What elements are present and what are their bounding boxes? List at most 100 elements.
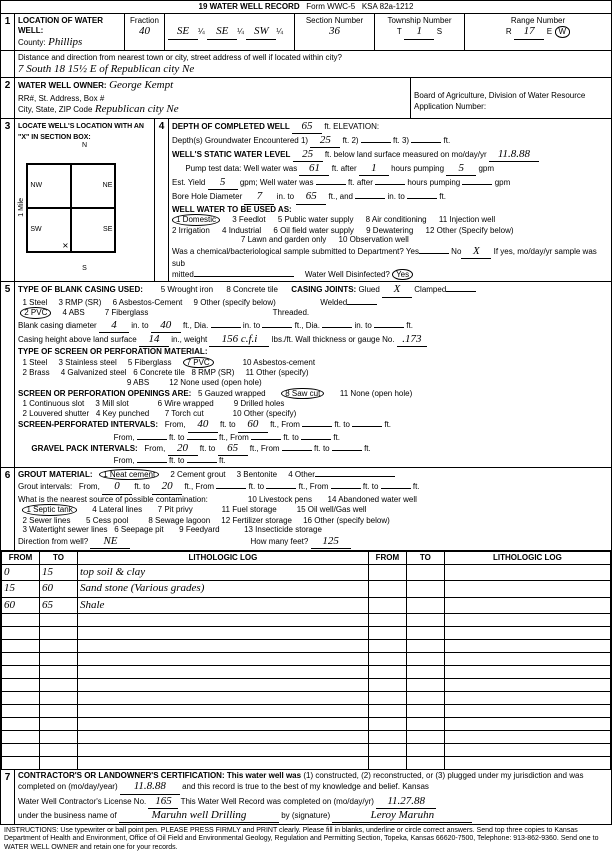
- gito: ft. to: [134, 482, 150, 491]
- log-to: [40, 652, 78, 665]
- lithologic-log-table: FROM TO LITHOLOGIC LOG FROM TO LITHOLOGI…: [1, 551, 611, 770]
- row-7: 7 CONTRACTOR'S OR LANDOWNER'S CERTIFICAT…: [1, 770, 611, 824]
- log-desc: Sand stone (Various grades): [78, 581, 369, 597]
- log-from-2: [368, 613, 406, 626]
- use9: 9 Dewatering: [366, 226, 413, 235]
- use2: 2 Irrigation: [172, 226, 210, 235]
- co8: 8 Sewage lagoon: [148, 516, 210, 525]
- pump-gpm: 5: [446, 162, 476, 176]
- es4: gpm: [495, 178, 511, 187]
- log-from: [2, 652, 40, 665]
- rng-r: R: [506, 27, 512, 36]
- table-row: 6065Shale: [2, 597, 611, 613]
- sec3-title: LOCATE WELL'S LOCATION WITH AN "X" IN SE…: [18, 123, 144, 141]
- glued-x: X: [382, 283, 412, 297]
- log-desc-2: [444, 717, 610, 730]
- log-from: [2, 743, 40, 756]
- gi5v: [331, 488, 361, 489]
- form-no: Form WWC-5: [306, 2, 355, 11]
- gpifrom: From,: [144, 444, 165, 453]
- log-to: [40, 743, 78, 756]
- log-desc-2: [444, 597, 610, 613]
- table-row: [2, 730, 611, 743]
- depth-val: 65: [292, 120, 322, 134]
- open-lbl: SCREEN OR PERFORATION OPENINGS ARE:: [18, 389, 191, 398]
- co16: 16 Other (specify below): [303, 516, 390, 525]
- c8: 8 Concrete tile: [226, 285, 278, 294]
- use11: 11 Injection well: [439, 215, 495, 224]
- spi3: ft. to: [334, 420, 350, 429]
- p10: 10 Asbestos-cement: [243, 358, 315, 367]
- completed-lbl: completed on (mo/day/year): [18, 782, 118, 791]
- gpi2: 65: [218, 442, 248, 456]
- rec-lbl: This Water Well Record was completed on …: [181, 797, 374, 806]
- c2: 2 PVC: [20, 307, 51, 319]
- est4: [462, 184, 492, 185]
- table-row: 015top soil & clay: [2, 565, 611, 581]
- gpi3l: ft. to: [314, 444, 330, 453]
- sec1-num: 1: [1, 14, 15, 51]
- o7: 7 Torch cut: [165, 409, 204, 418]
- gw2l: ft. 2): [343, 136, 359, 145]
- bcdftl: ft., Dia.: [183, 321, 208, 330]
- co15: 15 Oil well/Gas well: [297, 505, 367, 514]
- log-from-2: [368, 665, 406, 678]
- gpifrom2: From,: [114, 456, 135, 465]
- use1: 1 Domestic: [172, 214, 220, 226]
- cht-wt: 156 c.f.i: [209, 333, 269, 347]
- log-desc: [78, 626, 369, 639]
- bin: in. to: [277, 192, 294, 201]
- log-to: [40, 678, 78, 691]
- co3: 3 Watertight sewer lines: [22, 525, 107, 534]
- spi3v: [302, 426, 332, 427]
- log-to: 15: [40, 565, 78, 581]
- table-row: [2, 678, 611, 691]
- log-from-2: [368, 704, 406, 717]
- gpift: ft., From: [250, 444, 280, 453]
- gpito: ft. to: [200, 444, 216, 453]
- bcd2: [211, 327, 241, 328]
- use5: 5 Public water supply: [278, 215, 354, 224]
- log-desc-2: [444, 665, 610, 678]
- desc-h2: LITHOLOGIC LOG: [444, 552, 610, 565]
- form-container: 19 WATER WELL RECORD Form WWC-5 KSA 82a-…: [0, 0, 612, 825]
- co12: 12 Fertilizer storage: [221, 516, 292, 525]
- co11: 11 Fuel storage: [222, 505, 277, 514]
- log-to: [40, 704, 78, 717]
- p7: 7 PVC: [183, 357, 214, 369]
- log-from-2: [368, 652, 406, 665]
- sec5-num: 5: [1, 282, 15, 466]
- dir-lbl: Distance and direction from nearest town…: [18, 53, 342, 62]
- c9: 9 Other (specify below): [194, 298, 276, 307]
- g3: 3 Bentonite: [237, 470, 277, 479]
- gi-lbl: Grout intervals:: [18, 482, 72, 491]
- range-lbl: Range Number: [511, 16, 565, 25]
- p5: 5 Fiberglass: [128, 358, 172, 367]
- gw3: [411, 142, 441, 143]
- log-to-2: [406, 704, 444, 717]
- co7: 7 Pit privy: [158, 505, 193, 514]
- pump1: 61: [299, 162, 329, 176]
- twp-s: S: [437, 27, 442, 36]
- static-date: 11.8.88: [489, 148, 539, 162]
- log-container: FROM TO LITHOLOGIC LOG FROM TO LITHOLOGI…: [1, 551, 611, 770]
- from-h2: FROM: [368, 552, 406, 565]
- log-desc-2: [444, 626, 610, 639]
- log-from: [2, 613, 40, 626]
- est-lbl: Est. Yield: [172, 178, 205, 187]
- bcd-lbl: Blank casing diameter: [18, 321, 97, 330]
- bcdft3: ft.: [406, 321, 413, 330]
- welded-v: [347, 304, 377, 305]
- log-desc-2: [444, 704, 610, 717]
- g4: 4 Other: [288, 470, 315, 479]
- log-desc: [78, 665, 369, 678]
- perf-title: TYPE OF SCREEN OR PERFORATION MATERIAL:: [18, 347, 207, 356]
- co14: 14 Abandoned water well: [328, 495, 417, 504]
- gw1l: 1): [301, 136, 308, 145]
- owner-name: George Kempt: [109, 79, 173, 91]
- hmf-lbl: How many feet?: [251, 537, 309, 546]
- bore3: [407, 198, 437, 199]
- spifrom: From,: [165, 420, 186, 429]
- spi4v: [352, 426, 382, 427]
- log-from: 60: [2, 597, 40, 613]
